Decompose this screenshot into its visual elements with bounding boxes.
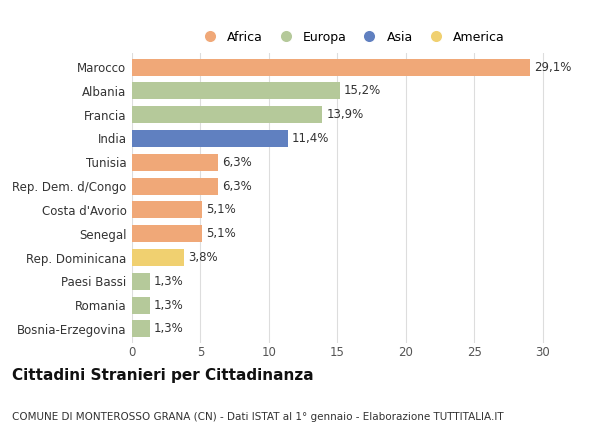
Bar bbox=[132, 320, 150, 337]
Text: 5,1%: 5,1% bbox=[206, 227, 236, 240]
Text: 29,1%: 29,1% bbox=[535, 61, 572, 73]
Bar bbox=[132, 106, 322, 123]
Text: 6,3%: 6,3% bbox=[223, 180, 252, 193]
Bar bbox=[132, 154, 218, 171]
Text: Cittadini Stranieri per Cittadinanza: Cittadini Stranieri per Cittadinanza bbox=[12, 368, 314, 383]
Text: 5,1%: 5,1% bbox=[206, 203, 236, 216]
Bar bbox=[132, 202, 202, 219]
Bar bbox=[132, 225, 202, 242]
Bar bbox=[132, 177, 218, 194]
Bar bbox=[132, 273, 150, 290]
Text: 15,2%: 15,2% bbox=[344, 84, 382, 97]
Bar bbox=[132, 82, 340, 99]
Text: 6,3%: 6,3% bbox=[223, 156, 252, 169]
Text: 13,9%: 13,9% bbox=[326, 108, 364, 121]
Text: 1,3%: 1,3% bbox=[154, 275, 184, 288]
Text: 11,4%: 11,4% bbox=[292, 132, 329, 145]
Bar bbox=[132, 297, 150, 314]
Bar bbox=[132, 130, 288, 147]
Text: 1,3%: 1,3% bbox=[154, 323, 184, 335]
Text: 1,3%: 1,3% bbox=[154, 299, 184, 312]
Bar bbox=[132, 249, 184, 266]
Legend: Africa, Europa, Asia, America: Africa, Europa, Asia, America bbox=[193, 27, 509, 48]
Bar bbox=[132, 59, 530, 76]
Text: 3,8%: 3,8% bbox=[188, 251, 218, 264]
Text: COMUNE DI MONTEROSSO GRANA (CN) - Dati ISTAT al 1° gennaio - Elaborazione TUTTIT: COMUNE DI MONTEROSSO GRANA (CN) - Dati I… bbox=[12, 412, 503, 422]
